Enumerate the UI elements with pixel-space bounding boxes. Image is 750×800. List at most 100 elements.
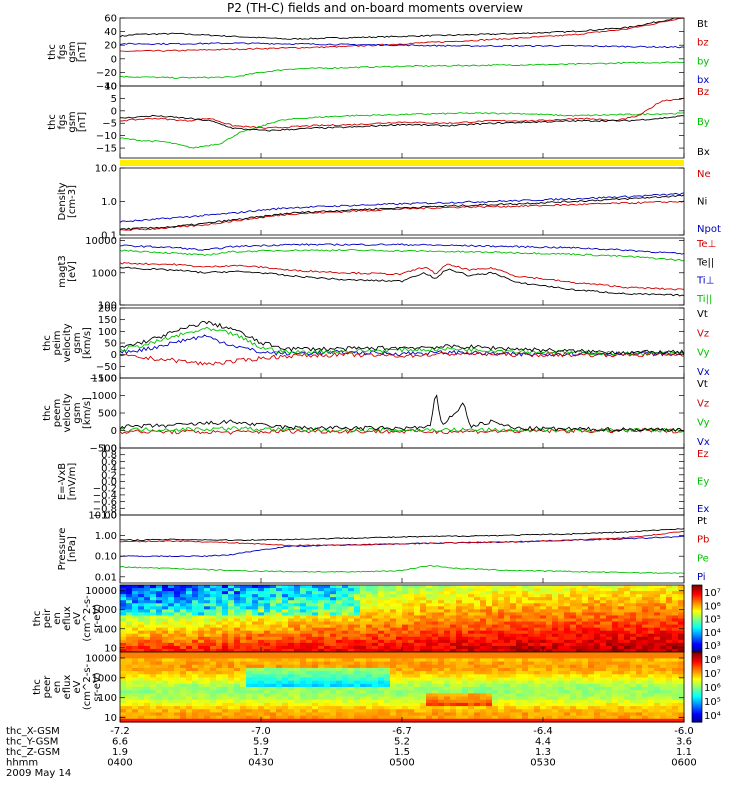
heatmap-cell [330, 630, 337, 635]
heatmap-cell [426, 664, 433, 669]
heatmap-cell [576, 677, 583, 682]
heatmap-cell [462, 652, 469, 656]
heatmap-cell [204, 609, 211, 614]
heatmap-cell [282, 588, 289, 592]
heatmap-cell [648, 642, 655, 647]
heatmap-cell [438, 591, 445, 595]
heatmap-cell [354, 645, 361, 650]
heatmap-cell [144, 683, 151, 688]
heatmap-cell [564, 600, 571, 604]
heatmap-cell [372, 612, 379, 617]
heatmap-cell [234, 600, 241, 604]
heatmap-cell [564, 652, 571, 656]
heatmap-cell [534, 648, 541, 653]
heatmap-cell [204, 630, 211, 635]
heatmap-cell [264, 693, 271, 698]
heatmap-cell [582, 702, 589, 707]
heatmap-cell [126, 718, 133, 723]
heatmap-cell [126, 612, 133, 617]
heatmap-cell [522, 624, 529, 629]
heatmap-cell [642, 699, 649, 704]
heatmap-cell [390, 712, 397, 717]
heatmap-cell [288, 618, 295, 623]
heatmap-cell [384, 606, 391, 610]
heatmap-cell [120, 588, 127, 592]
heatmap-cell [582, 696, 589, 701]
heatmap-cell [594, 696, 601, 701]
heatmap-cell [480, 696, 487, 701]
heatmap-cell [480, 603, 487, 607]
heatmap-cell [204, 702, 211, 707]
heatmap-cell [132, 627, 139, 632]
heatmap-cell [564, 709, 571, 714]
heatmap-cell [444, 630, 451, 635]
heatmap-cell [366, 630, 373, 635]
heatmap-cell [138, 664, 145, 669]
heatmap-cell [336, 597, 343, 601]
heatmap-cell [258, 603, 265, 607]
heatmap-cell [672, 594, 679, 598]
heatmap-cell [294, 594, 301, 598]
heatmap-cell [636, 633, 643, 638]
heatmap-cell [438, 627, 445, 632]
heatmap-cell [252, 612, 259, 617]
heatmap-cell [570, 677, 577, 682]
heatmap-cell [426, 661, 433, 666]
heatmap-cell [558, 677, 565, 682]
heatmap-cell [210, 615, 217, 620]
heatmap-cell [186, 683, 193, 688]
heatmap-cell [336, 706, 343, 710]
heatmap-cell [606, 674, 613, 679]
heatmap-cell [396, 642, 403, 647]
heatmap-cell [528, 612, 535, 617]
heatmap-cell [216, 645, 223, 650]
heatmap-cell [186, 677, 193, 682]
heatmap-cell [204, 658, 211, 663]
heatmap-cell [258, 702, 265, 707]
heatmap-cell [180, 702, 187, 707]
heatmap-cell [204, 621, 211, 626]
heatmap-cell [654, 627, 661, 632]
heatmap-cell [168, 603, 175, 607]
heatmap-cell [270, 677, 277, 682]
heatmap-cell [540, 706, 547, 710]
heatmap-cell [384, 642, 391, 647]
footer-value: -6.0 [674, 726, 694, 737]
heatmap-cell [360, 588, 367, 592]
heatmap-cell [390, 609, 397, 614]
heatmap-cell [318, 606, 325, 610]
heatmap-cell [246, 667, 253, 672]
heatmap-cell [294, 636, 301, 641]
heatmap-cell [648, 661, 655, 666]
heatmap-cell [498, 677, 505, 682]
heatmap-cell [528, 618, 535, 623]
heatmap-cell [132, 618, 139, 623]
heatmap-cell [420, 633, 427, 638]
heatmap-cell [288, 699, 295, 704]
heatmap-cell [570, 639, 577, 644]
heatmap-cell [474, 671, 481, 675]
heatmap-cell [534, 712, 541, 717]
heatmap-cell [600, 667, 607, 672]
heatmap-cell [300, 612, 307, 617]
heatmap-cell [468, 706, 475, 710]
heatmap-cell [522, 661, 529, 666]
heatmap-cell [360, 652, 367, 656]
heatmap-cell [498, 648, 505, 653]
heatmap-cell [192, 680, 199, 685]
heatmap-cell [198, 645, 205, 650]
heatmap-cell [192, 687, 199, 691]
y-tick-label: 0.8 [101, 450, 117, 461]
heatmap-cell [474, 615, 481, 620]
heatmap-cell [552, 667, 559, 672]
heatmap-cell [426, 585, 433, 589]
heatmap-cell [246, 639, 253, 644]
heatmap-cell [150, 680, 157, 685]
heatmap-cell [192, 690, 199, 694]
heatmap-cell [552, 642, 559, 647]
heatmap-cell [600, 687, 607, 691]
heatmap-cell [570, 652, 577, 656]
heatmap-cell [240, 702, 247, 707]
heatmap-cell [174, 683, 181, 688]
heatmap-cell [318, 618, 325, 623]
